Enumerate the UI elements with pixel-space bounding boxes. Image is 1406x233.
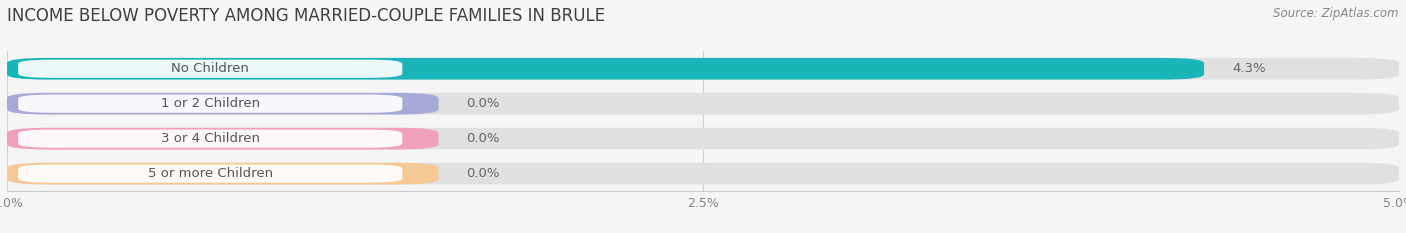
FancyBboxPatch shape (7, 93, 1399, 115)
FancyBboxPatch shape (18, 164, 402, 183)
FancyBboxPatch shape (7, 93, 439, 115)
Text: 0.0%: 0.0% (467, 132, 501, 145)
Text: 3 or 4 Children: 3 or 4 Children (160, 132, 260, 145)
FancyBboxPatch shape (7, 128, 439, 150)
Text: No Children: No Children (172, 62, 249, 75)
FancyBboxPatch shape (7, 128, 1399, 150)
Text: 1 or 2 Children: 1 or 2 Children (160, 97, 260, 110)
FancyBboxPatch shape (18, 130, 402, 148)
FancyBboxPatch shape (18, 60, 402, 78)
Text: 0.0%: 0.0% (467, 97, 501, 110)
FancyBboxPatch shape (7, 58, 1399, 80)
Text: INCOME BELOW POVERTY AMONG MARRIED-COUPLE FAMILIES IN BRULE: INCOME BELOW POVERTY AMONG MARRIED-COUPL… (7, 7, 605, 25)
FancyBboxPatch shape (18, 95, 402, 113)
Text: 5 or more Children: 5 or more Children (148, 167, 273, 180)
FancyBboxPatch shape (7, 163, 1399, 185)
Text: 0.0%: 0.0% (467, 167, 501, 180)
FancyBboxPatch shape (7, 163, 439, 185)
Text: 4.3%: 4.3% (1232, 62, 1265, 75)
FancyBboxPatch shape (7, 58, 1204, 80)
Text: Source: ZipAtlas.com: Source: ZipAtlas.com (1274, 7, 1399, 20)
